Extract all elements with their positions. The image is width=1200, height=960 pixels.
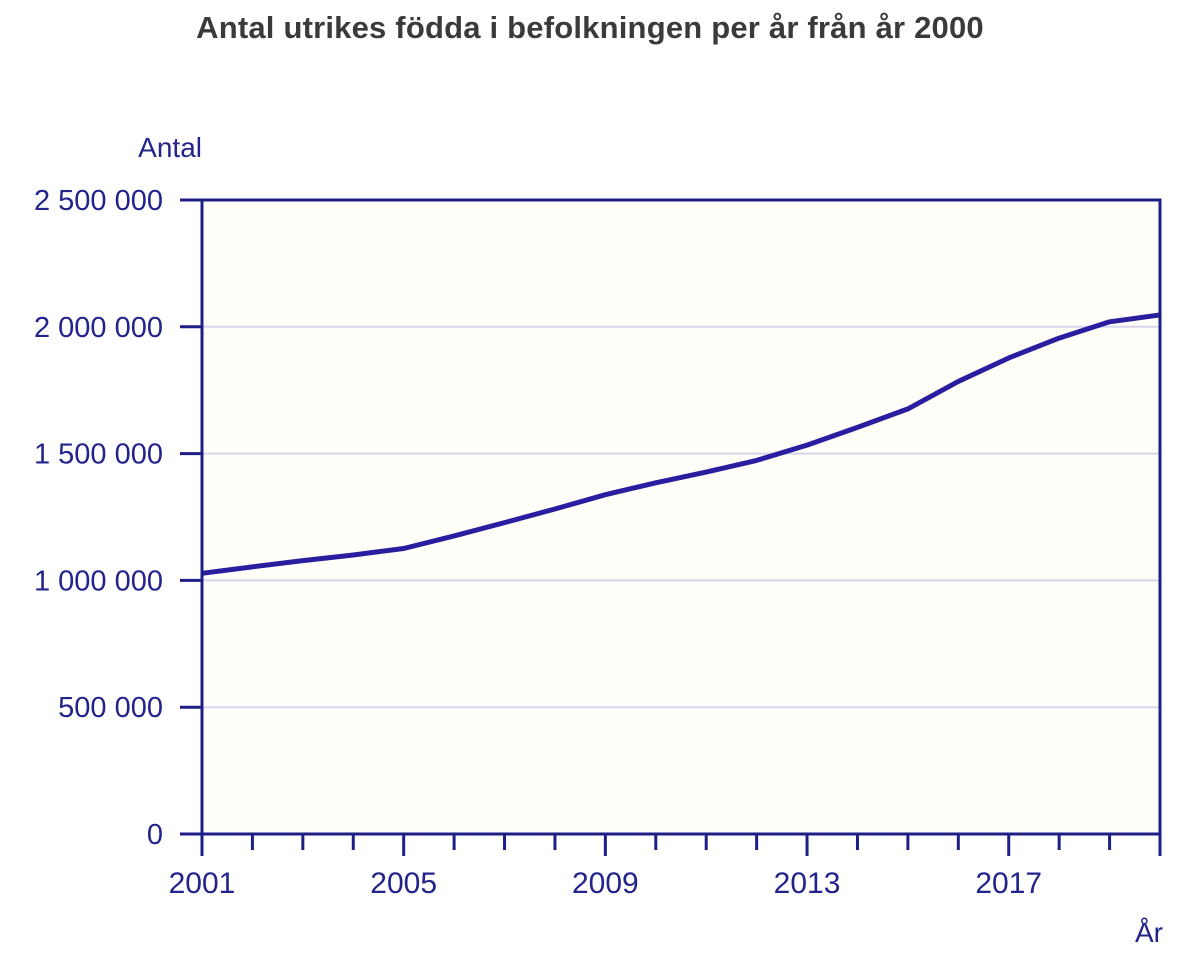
y-axis-title: Antal xyxy=(138,132,202,163)
y-tick-label: 1 500 000 xyxy=(34,439,163,471)
plot-area xyxy=(202,200,1160,834)
x-tick-label: 2005 xyxy=(370,867,437,900)
x-tick-label: 2001 xyxy=(169,867,236,900)
y-tick-label: 1 000 000 xyxy=(34,565,163,597)
x-tick-label: 2013 xyxy=(774,867,841,900)
x-tick-label: 2009 xyxy=(572,867,639,900)
chart-title: Antal utrikes födda i befolkningen per å… xyxy=(196,10,984,45)
y-tick-label: 2 000 000 xyxy=(34,312,163,344)
y-tick-label: 500 000 xyxy=(58,692,163,724)
x-tick-label: 2017 xyxy=(975,867,1042,900)
y-tick-label: 2 500 000 xyxy=(34,185,163,217)
data-line-utrikes-fodda xyxy=(201,312,1161,576)
y-tick-label: 0 xyxy=(147,819,163,851)
x-axis-title: År xyxy=(1135,917,1163,948)
